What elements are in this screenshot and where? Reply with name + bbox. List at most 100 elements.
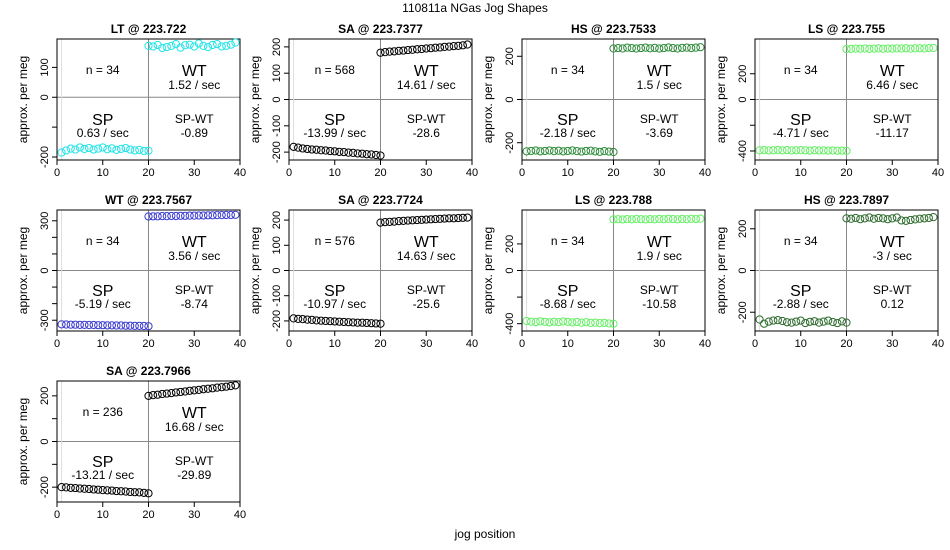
wt-point	[440, 42, 449, 51]
sp-label: SP	[324, 112, 345, 129]
sp-label: SP	[92, 454, 113, 471]
sp-rate: -2.88 / sec	[773, 297, 829, 311]
wt-point	[929, 212, 938, 222]
wt-rate: 1.5 / sec	[637, 78, 682, 92]
wt-point	[213, 211, 222, 220]
panel-title: LS @ 223.788	[575, 193, 652, 207]
y-tick-label: 200	[737, 65, 749, 83]
sp-point	[805, 146, 815, 155]
wt-point	[449, 214, 458, 223]
sp-point	[144, 146, 153, 155]
x-tick-label: 30	[188, 167, 200, 179]
x-tick-label: 40	[932, 167, 944, 179]
wt-rate: 14.63 / sec	[397, 249, 456, 263]
sp-point	[294, 314, 303, 323]
wt-point	[609, 215, 618, 224]
panel-8: HS @ 223.7897 0 10 20 30 40 -200 0 200 approx. pe…	[714, 193, 944, 350]
wt-point	[869, 214, 879, 223]
sp-point	[787, 318, 796, 327]
wt-point	[883, 44, 892, 53]
sp-point	[307, 315, 316, 325]
sp-point	[112, 145, 121, 154]
sp-point	[792, 146, 801, 155]
wt-point	[842, 44, 851, 54]
x-tick-label: 10	[329, 167, 341, 179]
sp-point	[126, 145, 135, 154]
x-tick-label: 10	[795, 167, 807, 179]
sp-point	[545, 146, 554, 155]
wt-point	[408, 45, 417, 54]
sp-point	[348, 148, 358, 157]
sp-point	[778, 316, 787, 326]
wt-point	[924, 44, 933, 53]
y-tick-label: 100	[271, 236, 283, 254]
wt-point	[892, 213, 901, 222]
wt-point	[203, 384, 213, 393]
y-tick-label: -200	[39, 146, 51, 168]
wt-point	[920, 44, 929, 53]
n-count: n = 34	[784, 234, 818, 248]
x-tick-label: 30	[653, 167, 665, 179]
wt-point	[879, 44, 888, 53]
sp-point	[600, 318, 609, 327]
sp-label: SP	[790, 283, 811, 300]
y-tick-label: 0	[737, 96, 749, 102]
sp-point	[376, 151, 385, 160]
sp-point	[527, 317, 536, 326]
wt-point	[920, 214, 929, 223]
sp-point	[769, 146, 778, 155]
sp-point	[80, 320, 89, 329]
wt-point	[203, 42, 213, 52]
panel-3: HS @ 223.7533 0 10 20 30 40 -200 0 200 approx. pe…	[481, 22, 711, 179]
wt-point	[226, 40, 235, 49]
wt-point	[399, 216, 408, 225]
wt-point	[231, 381, 240, 390]
x-tick-label: 40	[234, 338, 246, 350]
sp-point	[130, 321, 139, 330]
wt-point	[860, 44, 869, 53]
x-tick-label: 0	[54, 509, 60, 521]
sp-point	[139, 146, 149, 156]
spwt-label: SP-WT	[407, 283, 446, 297]
wt-point	[213, 39, 222, 49]
wt-point	[399, 46, 408, 55]
sp-point	[531, 146, 540, 155]
sp-point	[80, 144, 89, 154]
sp-point	[116, 487, 126, 496]
sp-rate: -10.97 / sec	[303, 297, 366, 311]
n-count: n = 236	[83, 405, 124, 419]
wt-point	[888, 44, 897, 53]
wt-point	[846, 44, 856, 54]
wt-point	[659, 43, 668, 53]
sp-point	[103, 145, 112, 154]
y-tick-label: 200	[504, 47, 516, 65]
spwt-label: SP-WT	[873, 283, 912, 297]
spwt-value: -3.69	[646, 126, 674, 140]
wt-point	[148, 391, 158, 400]
sp-point	[344, 318, 353, 327]
panel-title: WT @ 223.7567	[105, 193, 192, 207]
sp-point	[545, 318, 554, 327]
y-tick-label: 0	[271, 267, 283, 273]
sp-point	[116, 144, 126, 154]
y-tick-label: 0	[504, 96, 516, 102]
sp-point	[801, 318, 810, 328]
x-tick-label: 30	[886, 338, 898, 350]
wt-point	[185, 40, 194, 49]
n-count: n = 34	[86, 234, 120, 248]
wt-point	[678, 43, 687, 52]
sp-point	[563, 146, 572, 156]
wt-label: WT	[182, 63, 207, 80]
sp-point	[536, 317, 545, 326]
wt-point	[417, 44, 426, 54]
sp-point	[559, 317, 568, 326]
sp-label: SP	[790, 112, 811, 129]
spwt-value: 0.12	[881, 297, 905, 311]
sp-point	[810, 146, 819, 155]
y-tick-label: -300	[39, 309, 51, 331]
wt-point	[385, 47, 394, 56]
sp-point	[568, 146, 577, 155]
sp-point	[289, 142, 298, 151]
sp-point	[814, 146, 824, 155]
